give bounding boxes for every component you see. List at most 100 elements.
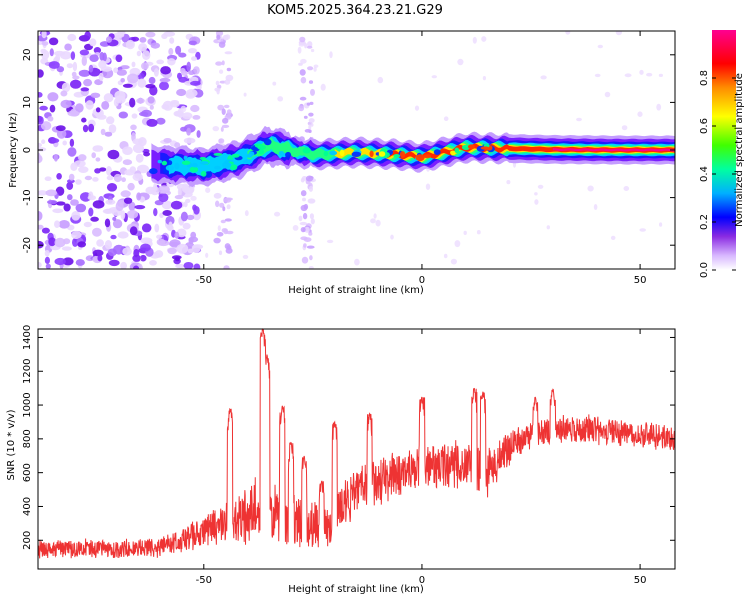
noise-blob [186,127,192,136]
noise-blob [118,111,128,119]
noise-blob [174,231,180,239]
noise-blob [129,166,136,174]
noise-blob [54,220,60,228]
ridge-knot [285,151,292,158]
noise-blob [120,78,125,83]
noise-blob [310,88,315,96]
noise-blob [112,216,117,221]
ridge-knot [351,151,362,157]
noise-blob [576,117,582,122]
noise-blob [326,239,334,244]
noise-blob [143,151,151,157]
noise-blob [122,83,133,88]
noise-blob [219,69,224,74]
noise-blob [89,38,97,47]
noise-blob [139,37,147,43]
spectrogram-y-axis: -20 -10 0 10 20 [22,48,675,253]
noise-blob [97,254,103,262]
noise-blob [149,105,154,110]
noise-blob [58,220,70,229]
noise-blob [226,67,232,72]
noise-blob [218,41,226,48]
noise-blob [302,212,308,220]
noise-blob [205,252,209,258]
noise-blob [506,180,511,185]
noise-blob [218,250,223,256]
noise-blob [272,81,277,86]
noise-blob [156,117,166,125]
noise-blob [308,266,314,269]
noise-blob [77,154,87,162]
noise-blob [188,237,194,245]
noise-blob [188,40,197,46]
noise-blob [40,121,52,131]
noise-blob [47,92,59,102]
noise-blob [84,31,91,40]
noise-blob [141,62,149,70]
noise-blob [186,214,195,221]
noise-blob [91,152,96,159]
noise-blob [299,221,308,226]
noise-blob [182,222,191,230]
noise-blob [174,142,181,149]
colorbar-tick-label: 0.6 [699,118,710,134]
noise-blob [75,103,84,113]
ridge-knot [165,165,174,171]
noise-blob [310,218,315,225]
noise-blob [61,246,72,251]
noise-blob [132,143,145,154]
noise-blob [56,66,65,73]
noise-blob [125,39,135,50]
noise-blob [180,70,188,76]
noise-blob [308,118,315,123]
ridge-knot [199,161,209,165]
spectrogram-y-label: Frequency (Hz) [8,112,19,188]
noise-blob [223,265,230,269]
noise-blob [175,45,182,55]
noise-blob [163,138,172,143]
noise-blob [82,124,89,133]
ridge-knot [423,154,432,159]
noise-blob [108,259,120,267]
noise-blob [304,129,311,133]
noise-blob [71,211,81,221]
noise-blob [114,90,126,101]
noise-blob [66,63,74,69]
colorbar-axis: 0.0 0.2 0.4 0.6 0.8 [699,70,736,278]
noise-blob [443,253,448,259]
noise-blob [178,52,187,58]
ridge-knot [229,164,238,171]
noise-blob [145,31,156,38]
ridge-knot [191,162,198,168]
noise-blob [190,80,201,86]
noise-blob [121,177,126,183]
noise-blob [307,41,313,48]
noise-blob [218,138,225,144]
y-tick-label: 0 [22,147,33,153]
noise-blob [243,92,247,97]
noise-blob [41,31,47,39]
noise-blob [38,190,48,196]
noise-blob [40,48,47,54]
noise-blob [104,208,112,214]
noise-blob [129,226,138,236]
ridge-knot [329,150,338,156]
noise-blob [70,79,82,89]
noise-blob [220,126,224,132]
noise-blob [168,221,173,230]
noise-blob [182,112,193,120]
noise-blob [309,101,314,105]
ridge-knot [200,170,207,177]
noise-blob [373,213,377,219]
noise-blob [169,101,180,108]
noise-blob [188,48,197,54]
spectrogram-x-label: Height of straight line (km) [288,285,424,296]
ridge-knot [189,166,199,173]
noise-blob [217,104,225,111]
noise-blob [95,107,101,113]
noise-blob [621,125,628,131]
noise-blob [307,198,316,204]
noise-blob [48,61,60,69]
noise-blob [169,37,175,44]
noise-blob [308,112,314,117]
